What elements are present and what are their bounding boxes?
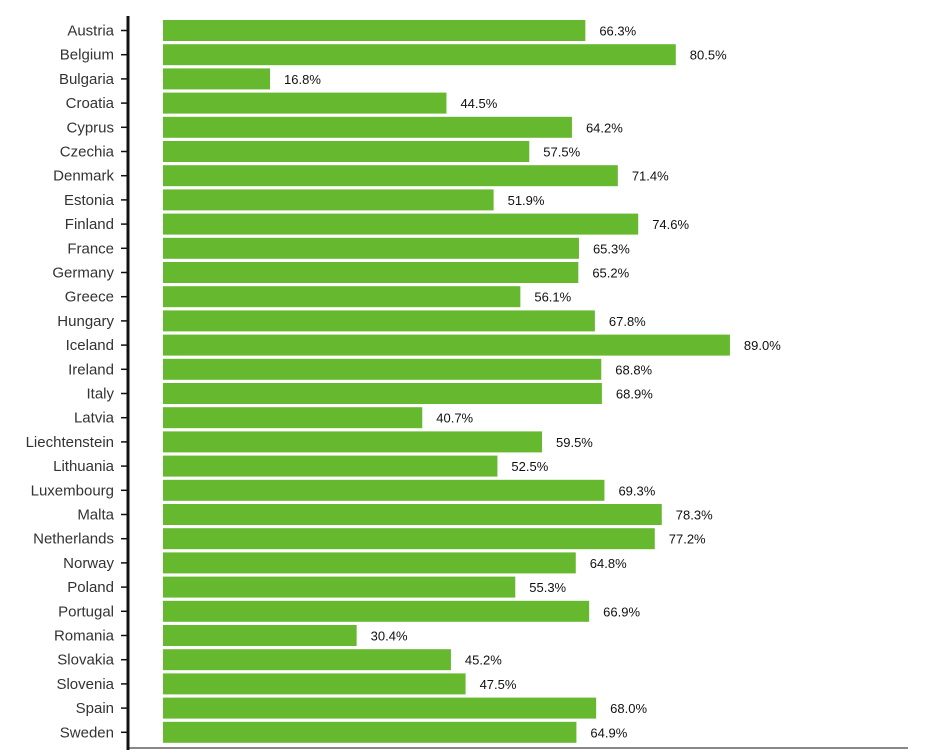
category-label-bulgaria: Bulgaria <box>59 71 115 88</box>
value-label-poland: 55.3% <box>529 580 566 595</box>
bar-austria <box>163 20 586 41</box>
bar-bulgaria <box>163 68 271 90</box>
value-label-germany: 65.2% <box>592 266 629 281</box>
value-label-denmark: 71.4% <box>632 169 669 184</box>
value-label-belgium: 80.5% <box>690 48 727 63</box>
category-label-poland: Poland <box>67 579 114 596</box>
bar-cyprus <box>163 116 572 138</box>
value-label-cyprus: 64.2% <box>586 120 623 135</box>
category-label-lithuania: Lithuania <box>53 458 115 475</box>
bar-croatia <box>163 92 447 114</box>
category-label-cyprus: Cyprus <box>66 119 114 136</box>
bar-belgium <box>163 44 676 66</box>
value-label-portugal: 66.9% <box>603 604 640 619</box>
value-label-latvia: 40.7% <box>436 411 473 426</box>
value-label-finland: 74.6% <box>652 217 689 232</box>
category-label-luxembourg: Luxembourg <box>31 482 114 499</box>
value-label-croatia: 44.5% <box>460 96 497 111</box>
bar-romania <box>163 625 357 646</box>
value-label-spain: 68.0% <box>610 701 647 716</box>
category-label-portugal: Portugal <box>58 603 114 620</box>
bar-italy <box>163 383 602 404</box>
bar-spain <box>163 697 597 719</box>
value-label-sweden: 64.9% <box>590 725 627 740</box>
bar-latvia <box>163 407 423 429</box>
category-label-italy: Italy <box>86 386 114 403</box>
category-label-netherlands: Netherlands <box>33 531 114 548</box>
category-label-france: France <box>67 240 114 257</box>
value-label-italy: 68.9% <box>616 387 653 402</box>
bar-lithuania <box>163 455 498 477</box>
value-label-lithuania: 52.5% <box>511 459 548 474</box>
value-label-iceland: 89.0% <box>744 338 781 353</box>
bar-greece <box>163 286 521 308</box>
bar-finland <box>163 213 639 235</box>
category-label-malta: Malta <box>77 507 114 524</box>
bar-malta <box>163 504 662 525</box>
category-label-belgium: Belgium <box>60 47 114 64</box>
bar-slovenia <box>163 673 466 695</box>
value-label-romania: 30.4% <box>371 629 408 644</box>
category-label-greece: Greece <box>65 289 114 306</box>
bar-portugal <box>163 600 590 622</box>
value-label-france: 65.3% <box>593 241 630 256</box>
labels-group: Austria 66.3% Belgium 80.5% Bulgaria 16.8% Cro… <box>26 23 782 742</box>
bar-france <box>163 237 579 259</box>
value-label-slovenia: 47.5% <box>480 677 517 692</box>
value-label-norway: 64.8% <box>590 556 627 571</box>
category-label-spain: Spain <box>76 700 114 717</box>
value-label-luxembourg: 69.3% <box>618 483 655 498</box>
bar-poland <box>163 576 516 598</box>
bar-czechia <box>163 141 530 162</box>
value-label-malta: 78.3% <box>676 508 713 523</box>
bar-luxembourg <box>163 479 605 501</box>
bar-liechtenstein <box>163 431 543 453</box>
value-label-bulgaria: 16.8% <box>284 72 321 87</box>
value-label-liechtenstein: 59.5% <box>556 435 593 450</box>
value-label-austria: 66.3% <box>599 24 636 39</box>
category-label-czechia: Czechia <box>60 144 115 161</box>
bar-sweden <box>163 721 577 743</box>
bar-ireland <box>163 358 602 380</box>
category-label-estonia: Estonia <box>64 192 115 209</box>
bar-slovakia <box>163 649 451 671</box>
category-label-sweden: Sweden <box>60 724 114 741</box>
value-label-hungary: 67.8% <box>609 314 646 329</box>
bar-iceland <box>163 334 730 356</box>
value-label-netherlands: 77.2% <box>669 532 706 547</box>
category-label-slovakia: Slovakia <box>57 652 114 669</box>
bar-germany <box>163 262 579 283</box>
category-label-finland: Finland <box>65 216 114 233</box>
value-label-estonia: 51.9% <box>508 193 545 208</box>
value-label-czechia: 57.5% <box>543 145 580 160</box>
category-label-austria: Austria <box>67 23 114 40</box>
value-label-slovakia: 45.2% <box>465 653 502 668</box>
category-label-romania: Romania <box>54 628 115 645</box>
value-label-ireland: 68.8% <box>615 362 652 377</box>
category-label-norway: Norway <box>63 555 114 572</box>
category-label-denmark: Denmark <box>53 168 114 185</box>
bar-hungary <box>163 310 595 332</box>
category-label-iceland: Iceland <box>66 337 114 354</box>
bar-netherlands <box>163 528 655 550</box>
bar-denmark <box>163 165 618 187</box>
bar-estonia <box>163 189 494 211</box>
category-label-ireland: Ireland <box>68 361 114 378</box>
bars-group <box>163 20 730 743</box>
category-label-slovenia: Slovenia <box>56 676 114 693</box>
category-label-hungary: Hungary <box>57 313 114 330</box>
category-label-croatia: Croatia <box>66 95 115 112</box>
category-label-liechtenstein: Liechtenstein <box>26 434 114 451</box>
category-label-germany: Germany <box>52 265 114 282</box>
bar-norway <box>163 552 576 574</box>
value-label-greece: 56.1% <box>534 290 571 305</box>
category-label-latvia: Latvia <box>74 410 115 427</box>
